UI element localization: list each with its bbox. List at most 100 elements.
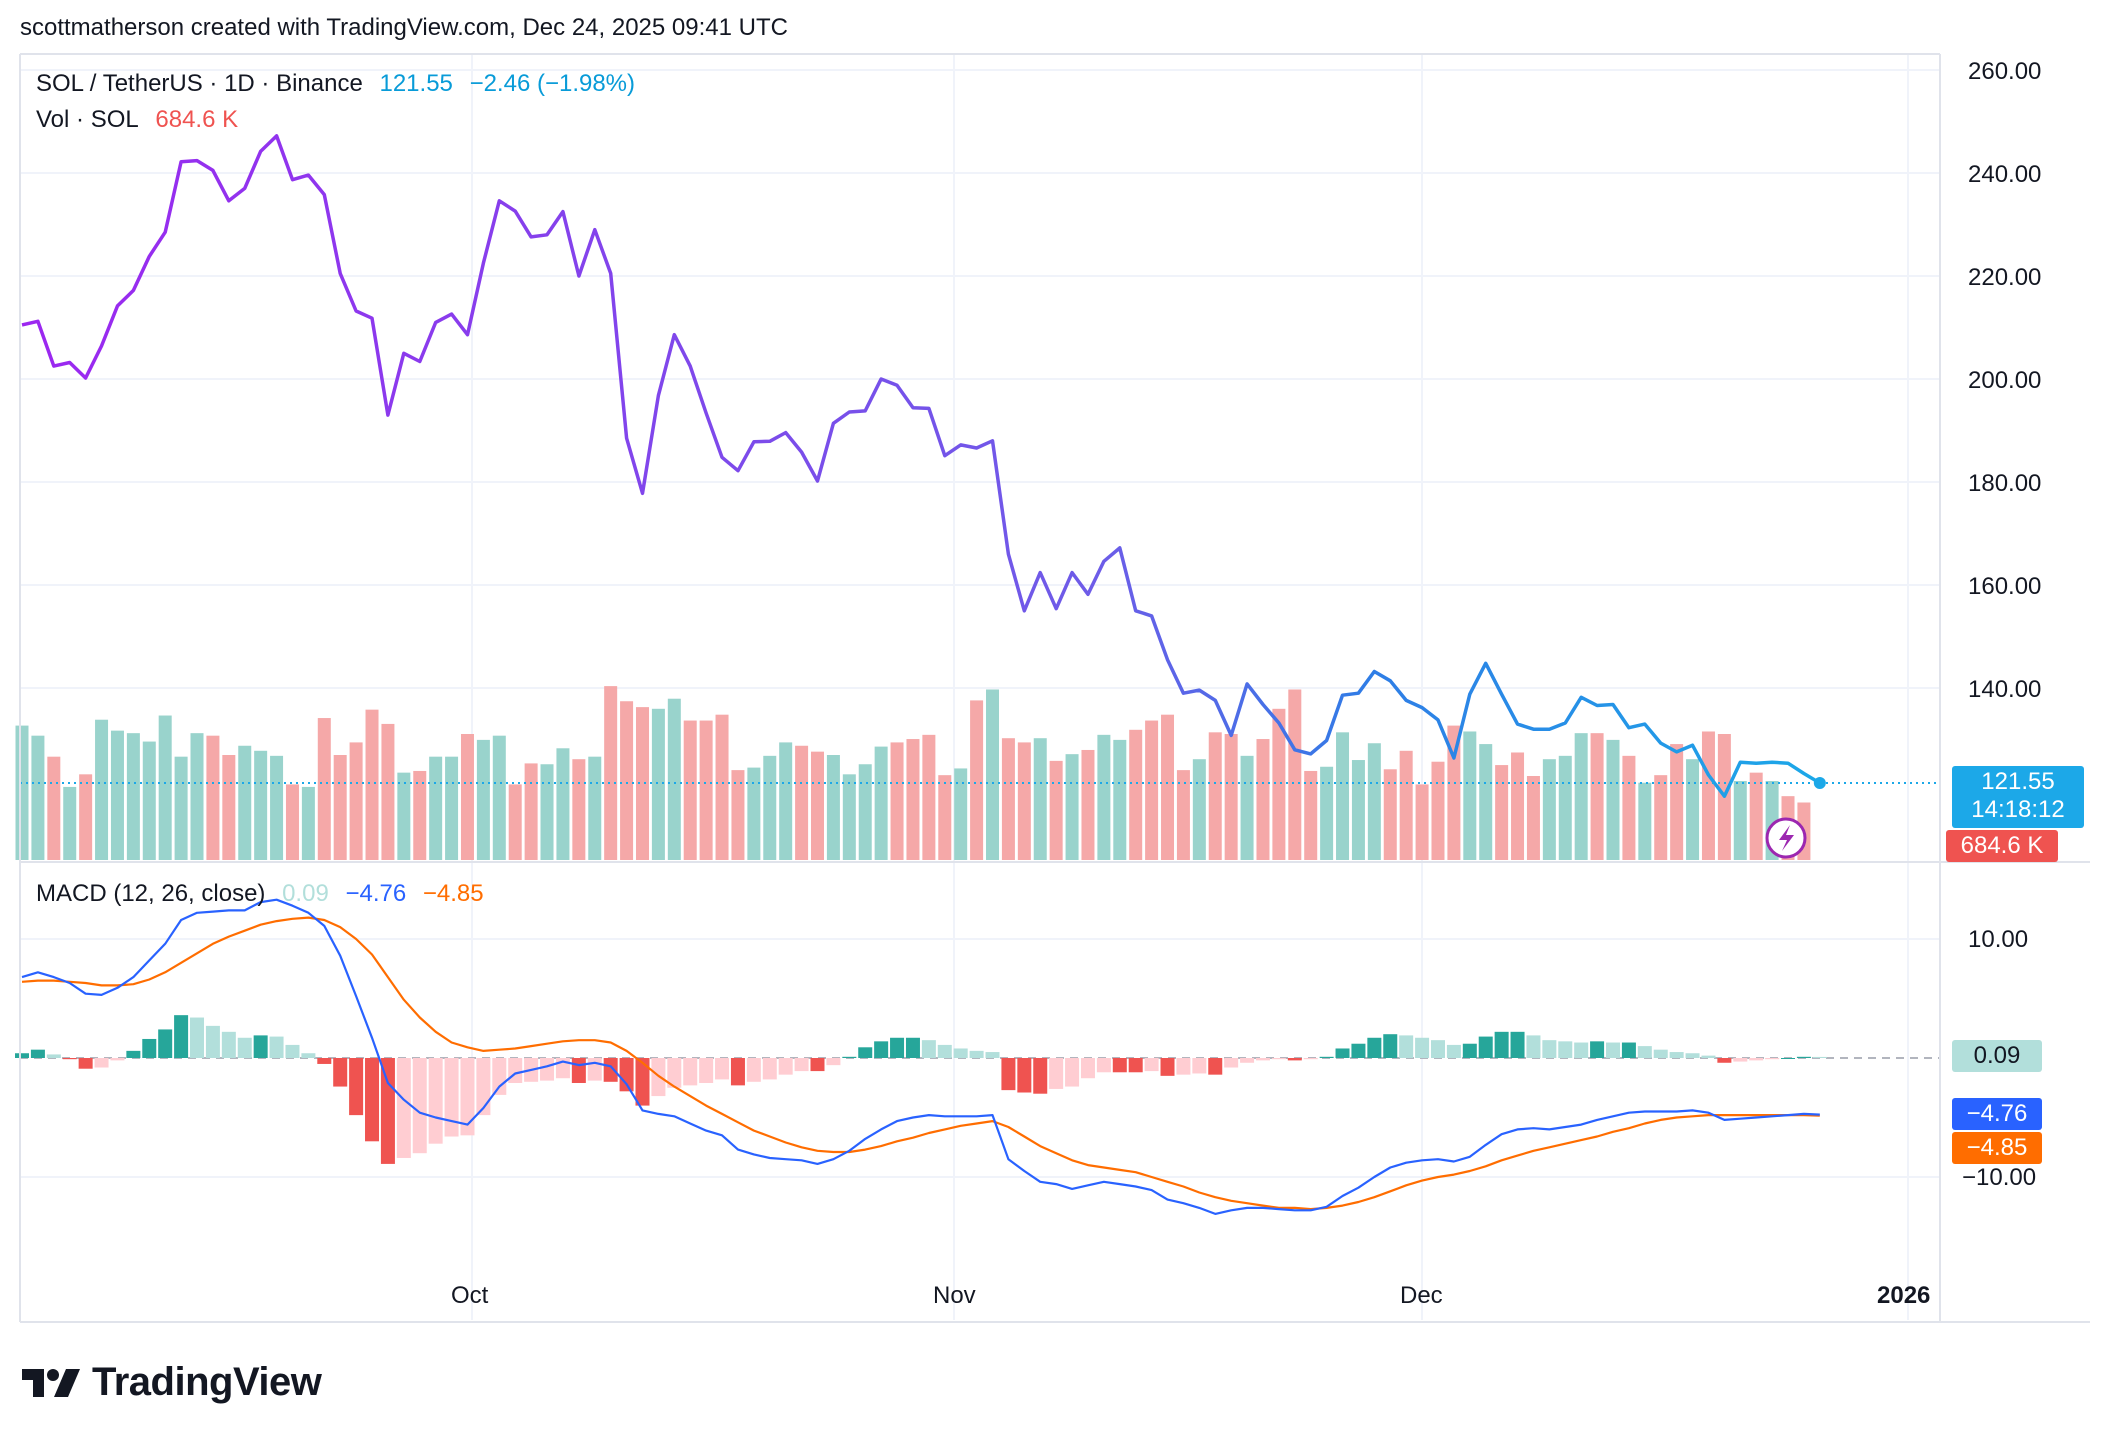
macd-histogram-bar <box>126 1050 141 1058</box>
macd-histogram-bar <box>1733 1058 1748 1062</box>
macd-histogram-bar <box>826 1058 841 1066</box>
macd-histogram-bar <box>1606 1042 1620 1058</box>
macd-histogram-bar <box>1542 1040 1557 1058</box>
volume-bar <box>1192 759 1206 860</box>
volume-bar <box>938 775 952 860</box>
macd-histogram-bar <box>1462 1043 1477 1058</box>
macd-tick: 10.00 <box>1968 926 2029 953</box>
macd-legend: MACD (12, 26, close) 0.09 −4.76 −4.85 <box>36 880 494 908</box>
volume-bar <box>301 786 315 860</box>
macd-histogram-bar <box>937 1044 952 1058</box>
macd-histogram-bar <box>683 1058 698 1086</box>
price-tick: 260.00 <box>1968 58 2042 85</box>
macd-histogram-bar <box>1781 1058 1796 1059</box>
macd-histogram-bar <box>444 1058 459 1137</box>
macd-histogram-bar <box>412 1058 427 1154</box>
price-line <box>20 134 1940 859</box>
macd-histogram-bar <box>285 1044 300 1058</box>
volume-bar <box>1463 731 1477 860</box>
macd-histogram-bar <box>1653 1049 1668 1058</box>
macd-histogram-bar <box>794 1058 809 1072</box>
macd-histogram-bar <box>1033 1058 1048 1094</box>
volume-bar <box>1145 720 1159 860</box>
macd-histogram-bar <box>190 1017 205 1058</box>
macd-histogram-bar <box>715 1058 730 1080</box>
volume-bar <box>986 689 1000 860</box>
volume-bar <box>683 720 697 860</box>
volume-bar <box>572 759 586 860</box>
macd-histogram-bar <box>1399 1035 1414 1058</box>
volume-bar <box>1320 766 1334 860</box>
volume-legend: Vol · SOL 684.6 K <box>36 106 248 134</box>
macd-histogram-bar <box>778 1058 793 1075</box>
volume-bar <box>429 756 443 860</box>
macd-histogram-bar <box>1192 1058 1207 1074</box>
tradingview-logo[interactable]: TradingView <box>22 1360 322 1405</box>
macd-histogram-bar <box>619 1058 634 1092</box>
volume-bar <box>1479 744 1493 860</box>
volume-bar <box>1256 739 1270 860</box>
volume-bar <box>811 751 824 860</box>
last-price-dot <box>1813 777 1826 790</box>
volume-bar <box>1590 733 1604 860</box>
price-tick: 220.00 <box>1968 264 2042 291</box>
macd-histogram-bar <box>508 1058 523 1083</box>
macd-histogram-bar <box>1128 1058 1143 1073</box>
macd-histogram-bar <box>1255 1058 1270 1061</box>
volume-bar <box>1224 734 1238 860</box>
volume-bar <box>1606 739 1620 860</box>
macd-histogram-bar <box>380 1058 395 1164</box>
symbol-label[interactable]: SOL / TetherUS · 1D · Binance <box>36 70 363 97</box>
volume-bar <box>158 715 172 860</box>
volume-bar <box>333 755 347 860</box>
macd-histogram-bar <box>396 1058 411 1158</box>
volume-bar <box>381 723 395 860</box>
macd-histogram-bar <box>237 1037 252 1058</box>
macd-histogram-bar <box>540 1058 555 1081</box>
macd-histogram-bar <box>1112 1058 1127 1073</box>
macd-histogram-bar <box>1001 1058 1016 1091</box>
macd-histogram-bar <box>1796 1056 1811 1058</box>
volume-bar <box>715 714 729 860</box>
volume-value: 684.6 K <box>155 106 239 133</box>
macd-histogram-bar <box>174 1015 189 1058</box>
lightning-icon <box>1765 817 1807 859</box>
macd-histogram-bar <box>110 1058 125 1061</box>
macd-histogram-bar <box>858 1047 873 1058</box>
macd-histogram-bar <box>1526 1035 1541 1058</box>
macd-histogram-bar <box>1367 1037 1382 1058</box>
price-series-line <box>21 134 1821 798</box>
macd-histogram-bar <box>1240 1058 1255 1063</box>
macd-histogram-bar <box>1669 1052 1684 1058</box>
price-tick: 160.00 <box>1968 573 2042 600</box>
volume-bar <box>604 686 618 860</box>
macd-histogram-bar <box>1096 1058 1111 1073</box>
volume-label[interactable]: Vol · SOL <box>36 106 139 133</box>
volume-bar <box>1574 733 1588 860</box>
macd-histogram-bar <box>1446 1044 1461 1058</box>
macd-histogram-bar <box>1717 1058 1732 1063</box>
price-tick: 140.00 <box>1968 676 2042 703</box>
macd-histogram-bar <box>1430 1040 1445 1058</box>
macd-histogram-bar <box>1415 1037 1430 1058</box>
volume-bar <box>1749 772 1763 860</box>
volume-bar <box>476 739 490 860</box>
macd-histogram-bar <box>953 1048 968 1058</box>
macd-histogram-bar <box>1765 1058 1780 1060</box>
volume-bar <box>1638 782 1652 860</box>
macd-histogram-bar <box>62 1058 77 1060</box>
volume-bar <box>238 745 252 860</box>
macd-histogram-bar <box>571 1058 586 1083</box>
volume-bar <box>31 735 45 860</box>
volume-bar <box>1161 714 1175 860</box>
macd-line-value: −4.76 <box>345 880 407 907</box>
macd-histogram-bar <box>46 1054 61 1058</box>
volume-bars <box>15 686 1811 860</box>
macd-label[interactable]: MACD (12, 26, close) <box>36 880 266 907</box>
macd-histogram-bar <box>1208 1058 1223 1075</box>
macd-histogram-bar <box>460 1058 475 1136</box>
macd-histogram-bar <box>890 1037 905 1058</box>
volume-bar <box>620 701 634 860</box>
macd-histogram-bar <box>1287 1058 1302 1061</box>
